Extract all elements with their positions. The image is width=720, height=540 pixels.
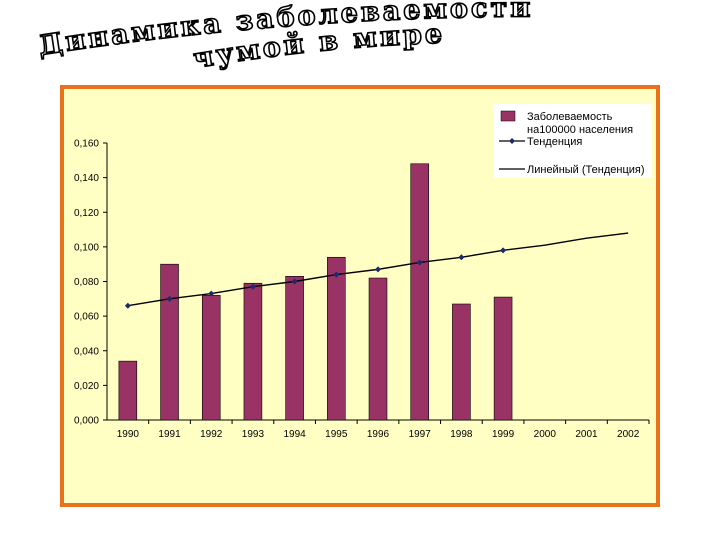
x-tick-label: 1996 <box>367 429 390 440</box>
bar <box>118 360 138 421</box>
y-tick-label: 0,000 <box>74 416 99 427</box>
bar <box>452 303 471 421</box>
x-tick-label: 2001 <box>575 429 598 440</box>
legend-trend-label: Линейный (Тенденция) <box>527 164 645 176</box>
bar <box>201 295 221 421</box>
x-tick-label: 1991 <box>158 429 181 440</box>
x-tick-label: 2002 <box>617 429 640 440</box>
bar-series <box>118 163 513 421</box>
y-tick-label: 0,020 <box>74 381 99 392</box>
x-tick-label: 1994 <box>283 429 306 440</box>
trend-marker <box>249 283 256 290</box>
trend-marker <box>333 271 340 278</box>
legend-bar-label-1: Заболеваемость <box>527 111 613 123</box>
y-tick-label: 0,060 <box>74 312 99 323</box>
trend-marker <box>458 254 465 261</box>
trend-marker <box>500 247 507 254</box>
bar <box>160 263 179 421</box>
trend-marker <box>291 278 298 285</box>
bar <box>410 163 429 421</box>
marker-series <box>124 247 507 309</box>
x-tick-label: 1999 <box>492 429 515 440</box>
x-tick-label: 1992 <box>200 429 223 440</box>
trend-marker <box>208 290 215 297</box>
legend: Заболеваемость на100000 населения Тенден… <box>494 104 652 178</box>
trend-marker <box>166 295 173 302</box>
chart-title: Динамика заболеваемости чумой в мире <box>36 0 532 76</box>
trend-marker <box>124 302 131 309</box>
bar <box>493 296 513 421</box>
bar <box>327 256 346 421</box>
legend-bar-swatch <box>500 110 516 122</box>
y-tick-label: 0,080 <box>74 277 99 288</box>
legend-marker-diamond <box>509 138 515 144</box>
bar <box>285 276 304 421</box>
y-tick-label: 0,140 <box>74 173 99 184</box>
x-tick-label: 1995 <box>325 429 348 440</box>
y-tick-label: 0,040 <box>74 346 99 357</box>
x-axis-labels: 1990 1991 1992 1993 1994 1995 1996 1997 1998 1999… <box>117 429 640 440</box>
y-tick-label: 0,120 <box>74 208 99 219</box>
trend-marker <box>416 259 423 266</box>
x-tick-label: 1990 <box>117 429 140 440</box>
legend-bar-label-2: на100000 населения <box>527 124 633 136</box>
x-tick-label: 1997 <box>409 429 432 440</box>
x-tick-label: 1998 <box>450 429 473 440</box>
legend-marker-label: Тенденция <box>527 136 582 148</box>
y-tick-label: 0,100 <box>74 242 99 253</box>
trend-marker <box>375 266 381 273</box>
bar <box>368 277 388 421</box>
bar <box>243 282 263 421</box>
x-tick-label: 1993 <box>242 429 265 440</box>
y-tick-label: 0,160 <box>74 139 99 150</box>
y-axis-labels: 0,000 0,020 0,040 0,060 0,080 0,100 0,120 0,140… <box>74 139 99 427</box>
x-tick-label: 2000 <box>534 429 557 440</box>
